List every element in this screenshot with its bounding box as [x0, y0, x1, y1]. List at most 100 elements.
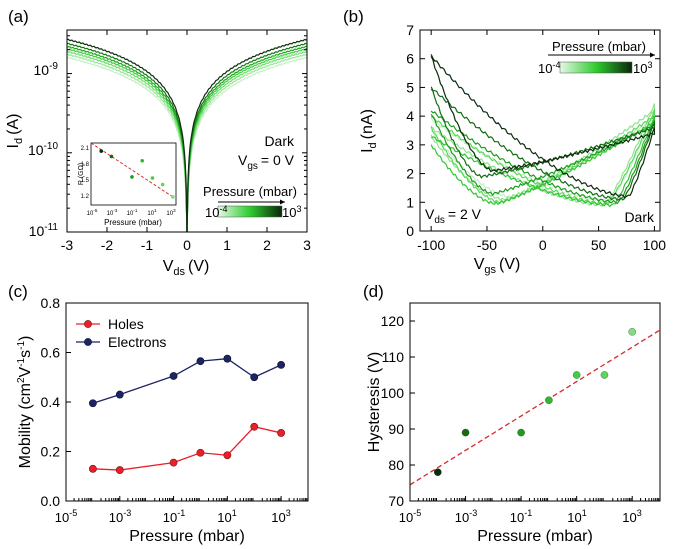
- panel-label-d: (d): [363, 282, 384, 301]
- chart-b-colorbar-title: Pressure (mbar): [552, 39, 646, 54]
- chart-a-inset-ytick: 1.5: [81, 178, 90, 184]
- chart-b-xtick-label: 100: [643, 237, 667, 253]
- chart-d: 70 80 90 100 110 120 10-5 10-3 10-1 101 103 P…: [366, 302, 661, 545]
- chart-a-xlabel: Vds (V): [163, 258, 210, 278]
- chart-a-inset-ytick: 1.8: [81, 162, 90, 168]
- chart-b-series-line: [430, 86, 656, 201]
- chart-a-colorbar-title: Pressure (mbar): [203, 184, 297, 199]
- chart-c-point: [169, 372, 178, 380]
- chart-a-inset-point: [140, 158, 145, 163]
- chart-a-annotation-dark: Dark: [264, 133, 295, 149]
- chart-b-ytick-label: 3: [406, 137, 414, 153]
- chart-c-point: [115, 390, 124, 399]
- chart-c: 0.0 0.2 0.4 0.6 0.8 10-5 10-3 10-1 101 103 P…: [16, 295, 309, 545]
- chart-c-xtick-label: 10-5: [55, 508, 77, 525]
- chart-b-annotation-dark: Dark: [624, 209, 655, 225]
- chart-b-series-line: [430, 54, 656, 199]
- chart-a-xtick-label: 2: [263, 237, 271, 253]
- chart-d-point: [572, 371, 581, 379]
- chart-c-point: [169, 458, 178, 467]
- chart-d-frame: [409, 302, 661, 502]
- chart-b-ytick-label: 6: [406, 51, 414, 67]
- chart-b-colorbar-high: 103: [633, 60, 652, 76]
- chart-c-legend-holes-marker: [84, 320, 92, 328]
- chart-c-point: [277, 360, 286, 369]
- chart-d-xtick-label: 10-1: [510, 508, 532, 525]
- chart-a-inset-content: [90, 142, 175, 199]
- chart-b-ytick-label: 0: [406, 223, 414, 239]
- chart-d-point: [628, 328, 636, 336]
- chart-b-colorbar-low: 10-4: [538, 60, 560, 76]
- chart-a-ytick-label: 10-11: [29, 222, 59, 239]
- chart-b-series-line: [430, 108, 656, 206]
- chart-b-xlabel: Vgs (V): [474, 256, 521, 276]
- chart-b: -100 -50 0 50 100 0 1 2 3 4 5 6 7 Vgs (V) Id(nA) Vds =…: [359, 22, 666, 276]
- chart-b-axis-ticks: -100 -50 0 50 100 0 1 2 3 4 5 6 7: [406, 22, 666, 253]
- chart-c-xtick-label: 10-3: [109, 508, 131, 525]
- chart-a-inset-point: [160, 182, 165, 187]
- chart-b-xtick-label: -100: [417, 237, 445, 253]
- chart-b-ytick-label: 2: [406, 166, 414, 182]
- chart-a-inset-xtick: 10-1: [127, 208, 138, 217]
- chart-b-colorbar: [559, 61, 633, 74]
- chart-c-point: [88, 464, 97, 473]
- chart-c-legend: Holes Electrons: [76, 316, 166, 350]
- chart-d-xtick-label: 10-3: [455, 508, 477, 525]
- chart-c-point: [223, 354, 232, 363]
- chart-c-ytick-label: 0.2: [41, 444, 61, 460]
- chart-c-frame: [65, 302, 309, 502]
- chart-b-colorbar-arrowhead: [650, 52, 655, 58]
- chart-a-ytick-label: 10-10: [28, 141, 58, 158]
- chart-b-annotation-vds: Vds = 2 V: [425, 206, 482, 226]
- panel-label-a: (a): [8, 7, 29, 26]
- chart-c-point: [196, 448, 205, 457]
- chart-a-inset-point: [150, 176, 155, 180]
- chart-d-axis-ticks: 70 80 90 100 110 120: [381, 313, 660, 509]
- chart-a-ytick-label: 10-9: [34, 61, 59, 78]
- chart-b-ytick-label: 5: [406, 79, 414, 95]
- chart-a-inset-point: [130, 175, 134, 179]
- chart-d-xtick-label: 101: [567, 508, 586, 525]
- chart-a-inset-xlabel: Pressure (mbar): [104, 218, 162, 227]
- chart-a-inset: R (GΩ) Pressure (mbar) 2.1 1.8 1.5 1.2 1…: [78, 142, 177, 227]
- chart-a-inset-xtick: 103: [166, 208, 176, 217]
- chart-d-point: [461, 428, 470, 437]
- chart-d-ylabel: Hysteresis (V): [366, 352, 383, 452]
- chart-a-xtick-label: -1: [141, 237, 154, 253]
- chart-a-colorbar-high: 103: [282, 204, 301, 220]
- chart-c-legend-electrons-marker: [84, 338, 92, 346]
- chart-d-ytick-label: 120: [381, 313, 405, 329]
- chart-a-ylabel: Id(A): [5, 114, 25, 149]
- chart-a-colorbar-arrowhead: [280, 199, 285, 205]
- chart-d-xtick-label: 10-5: [399, 508, 421, 525]
- chart-a-inset-frame: [90, 142, 177, 206]
- chart-a-colorbar-low: 10-4: [205, 204, 227, 220]
- chart-c-ytick-label: 0.6: [41, 345, 61, 361]
- chart-c-xlabel: Pressure (mbar): [129, 528, 245, 545]
- chart-a-annotation-vgs: Vgs = 0 V: [238, 152, 295, 172]
- chart-a-xtick-label: 1: [223, 237, 231, 253]
- chart-c-ytick-label: 0.0: [41, 493, 61, 509]
- chart-a-xtick-label: -3: [61, 237, 74, 253]
- chart-c-ytick-label: 0.4: [41, 394, 61, 410]
- chart-a-inset-xtick: 10-3: [107, 208, 118, 217]
- chart-b-ytick-label: 7: [406, 22, 414, 38]
- chart-b-frame: [419, 29, 661, 232]
- chart-b-xtick-label: 0: [539, 237, 547, 253]
- chart-c-point: [115, 466, 124, 474]
- chart-c-point: [223, 451, 232, 460]
- chart-c-xtick-labels: 10-5 10-3 10-1 101 103: [55, 508, 291, 525]
- chart-a-axis-ticks: [66, 30, 308, 233]
- chart-d-fit-line: [409, 329, 661, 486]
- chart-a-inset-ytick: 2.1: [81, 146, 90, 152]
- chart-d-ytick-label: 110: [382, 349, 405, 365]
- chart-c-ylabel: Mobility (cm2V-1s-1): [16, 336, 34, 469]
- chart-c-point: [250, 422, 259, 431]
- chart-c-axis-ticks: 0.0 0.2 0.4 0.6 0.8: [41, 295, 308, 509]
- chart-a-xtick-labels: -3 -2 -1 0 1 2 3: [61, 237, 311, 253]
- chart-a-inset-point: [171, 195, 175, 199]
- chart-a-inset-ytick: 1.2: [81, 194, 90, 200]
- chart-c-content: [88, 354, 286, 474]
- chart-a-inset-fit-line: [90, 142, 174, 198]
- panel-label-b: (b): [343, 7, 364, 26]
